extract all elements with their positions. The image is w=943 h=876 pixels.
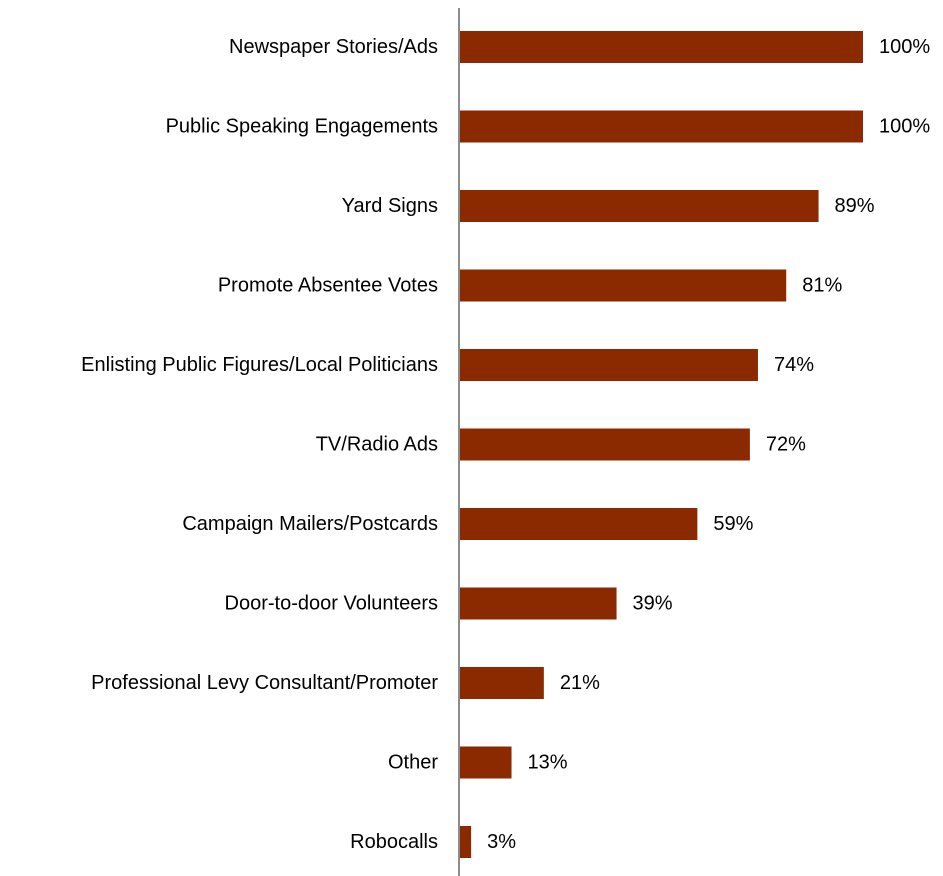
- bar: [459, 190, 819, 222]
- category-label: Campaign Mailers/Postcards: [182, 513, 438, 535]
- value-label: 74%: [774, 354, 814, 376]
- category-label: Public Speaking Engagements: [166, 116, 438, 138]
- bar: [459, 31, 863, 63]
- value-label: 81%: [802, 275, 842, 297]
- bar: [459, 269, 787, 302]
- value-label: 39%: [633, 593, 673, 615]
- category-label: Enlisting Public Figures/Local Politicia…: [81, 354, 438, 376]
- bar: [459, 508, 698, 540]
- value-labels: 100% 100% 89% 81% 74% 72% 59% 39% 21% 13% 3%: [487, 36, 930, 853]
- bar: [459, 746, 512, 779]
- category-label: Newspaper Stories/Ads: [229, 36, 438, 58]
- value-label: 3%: [487, 831, 516, 853]
- value-label: 100%: [879, 116, 930, 138]
- value-label: 13%: [528, 752, 568, 774]
- category-label: Other: [388, 752, 438, 774]
- bar: [459, 110, 863, 143]
- category-label: Robocalls: [350, 831, 438, 853]
- category-labels: Newspaper Stories/Ads Public Speaking Eng…: [81, 36, 438, 853]
- bar: [459, 667, 544, 699]
- value-label: 100%: [879, 36, 930, 58]
- bar: [459, 349, 758, 381]
- category-label: Yard Signs: [342, 195, 438, 217]
- value-label: 21%: [560, 672, 600, 694]
- value-label: 72%: [766, 434, 806, 456]
- category-label: Professional Levy Consultant/Promoter: [91, 672, 438, 694]
- category-label: TV/Radio Ads: [316, 434, 438, 456]
- bars-layer: [459, 31, 863, 858]
- bar: [459, 428, 750, 461]
- bar: [459, 826, 472, 858]
- value-label: 59%: [713, 513, 753, 535]
- category-label: Door-to-door Volunteers: [225, 593, 438, 615]
- category-label: Promote Absentee Votes: [218, 275, 438, 297]
- value-label: 89%: [835, 195, 875, 217]
- bar: [459, 587, 617, 620]
